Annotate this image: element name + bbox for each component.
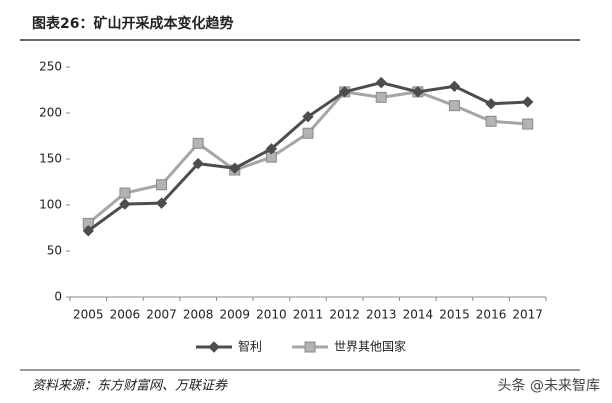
data-point [156, 179, 168, 191]
x-tick-label: 2011 [293, 308, 324, 322]
legend-marker [208, 341, 220, 353]
data-point [302, 127, 314, 139]
watermark: 头条 @未来智库 [498, 377, 600, 394]
y-tick-label: 0 [54, 290, 62, 304]
legend-label: 智利 [238, 339, 262, 354]
data-point [229, 162, 241, 174]
data-point [119, 187, 131, 199]
x-tick-label: 2010 [256, 308, 287, 322]
x-tick-label: 2012 [329, 308, 360, 322]
x-tick-label: 2016 [476, 308, 507, 322]
x-tick-label: 2013 [366, 308, 397, 322]
x-tick-label: 2006 [110, 308, 141, 322]
legend-label: 世界其他国家 [334, 339, 406, 354]
y-tick-label: 100 [39, 198, 62, 212]
chart-title: 图表26：矿山开采成本变化趋势 [32, 15, 233, 32]
y-tick-label: 200 [39, 106, 62, 120]
data-point [485, 98, 497, 110]
x-tick-label: 2015 [439, 308, 470, 322]
data-point [412, 86, 424, 98]
y-tick-label: 250 [39, 60, 62, 74]
data-point [521, 96, 534, 108]
data-point [375, 76, 387, 89]
x-tick-label: 2007 [146, 308, 177, 322]
series-line [87, 81, 528, 232]
x-tick-label: 2009 [219, 308, 250, 322]
y-tick-label: 150 [39, 152, 62, 166]
data-point [375, 91, 387, 103]
y-tick-label: 50 [47, 244, 62, 258]
data-point [82, 225, 95, 237]
data-point [265, 143, 278, 155]
x-tick-label: 2008 [183, 308, 214, 322]
data-point [155, 197, 168, 209]
data-point [522, 118, 534, 130]
data-point [448, 80, 461, 93]
x-tick-label: 2005 [73, 308, 104, 322]
data-point [448, 100, 460, 112]
x-tick-label: 2014 [403, 308, 434, 322]
source-note: 资料来源：东方财富网、万联证券 [32, 378, 228, 394]
data-point [119, 198, 131, 210]
data-point [485, 115, 497, 127]
data-point [338, 86, 351, 98]
data-point [302, 110, 314, 123]
data-point [192, 157, 204, 170]
x-tick-label: 2017 [512, 308, 543, 322]
data-point [192, 137, 204, 149]
legend-marker [304, 341, 316, 353]
